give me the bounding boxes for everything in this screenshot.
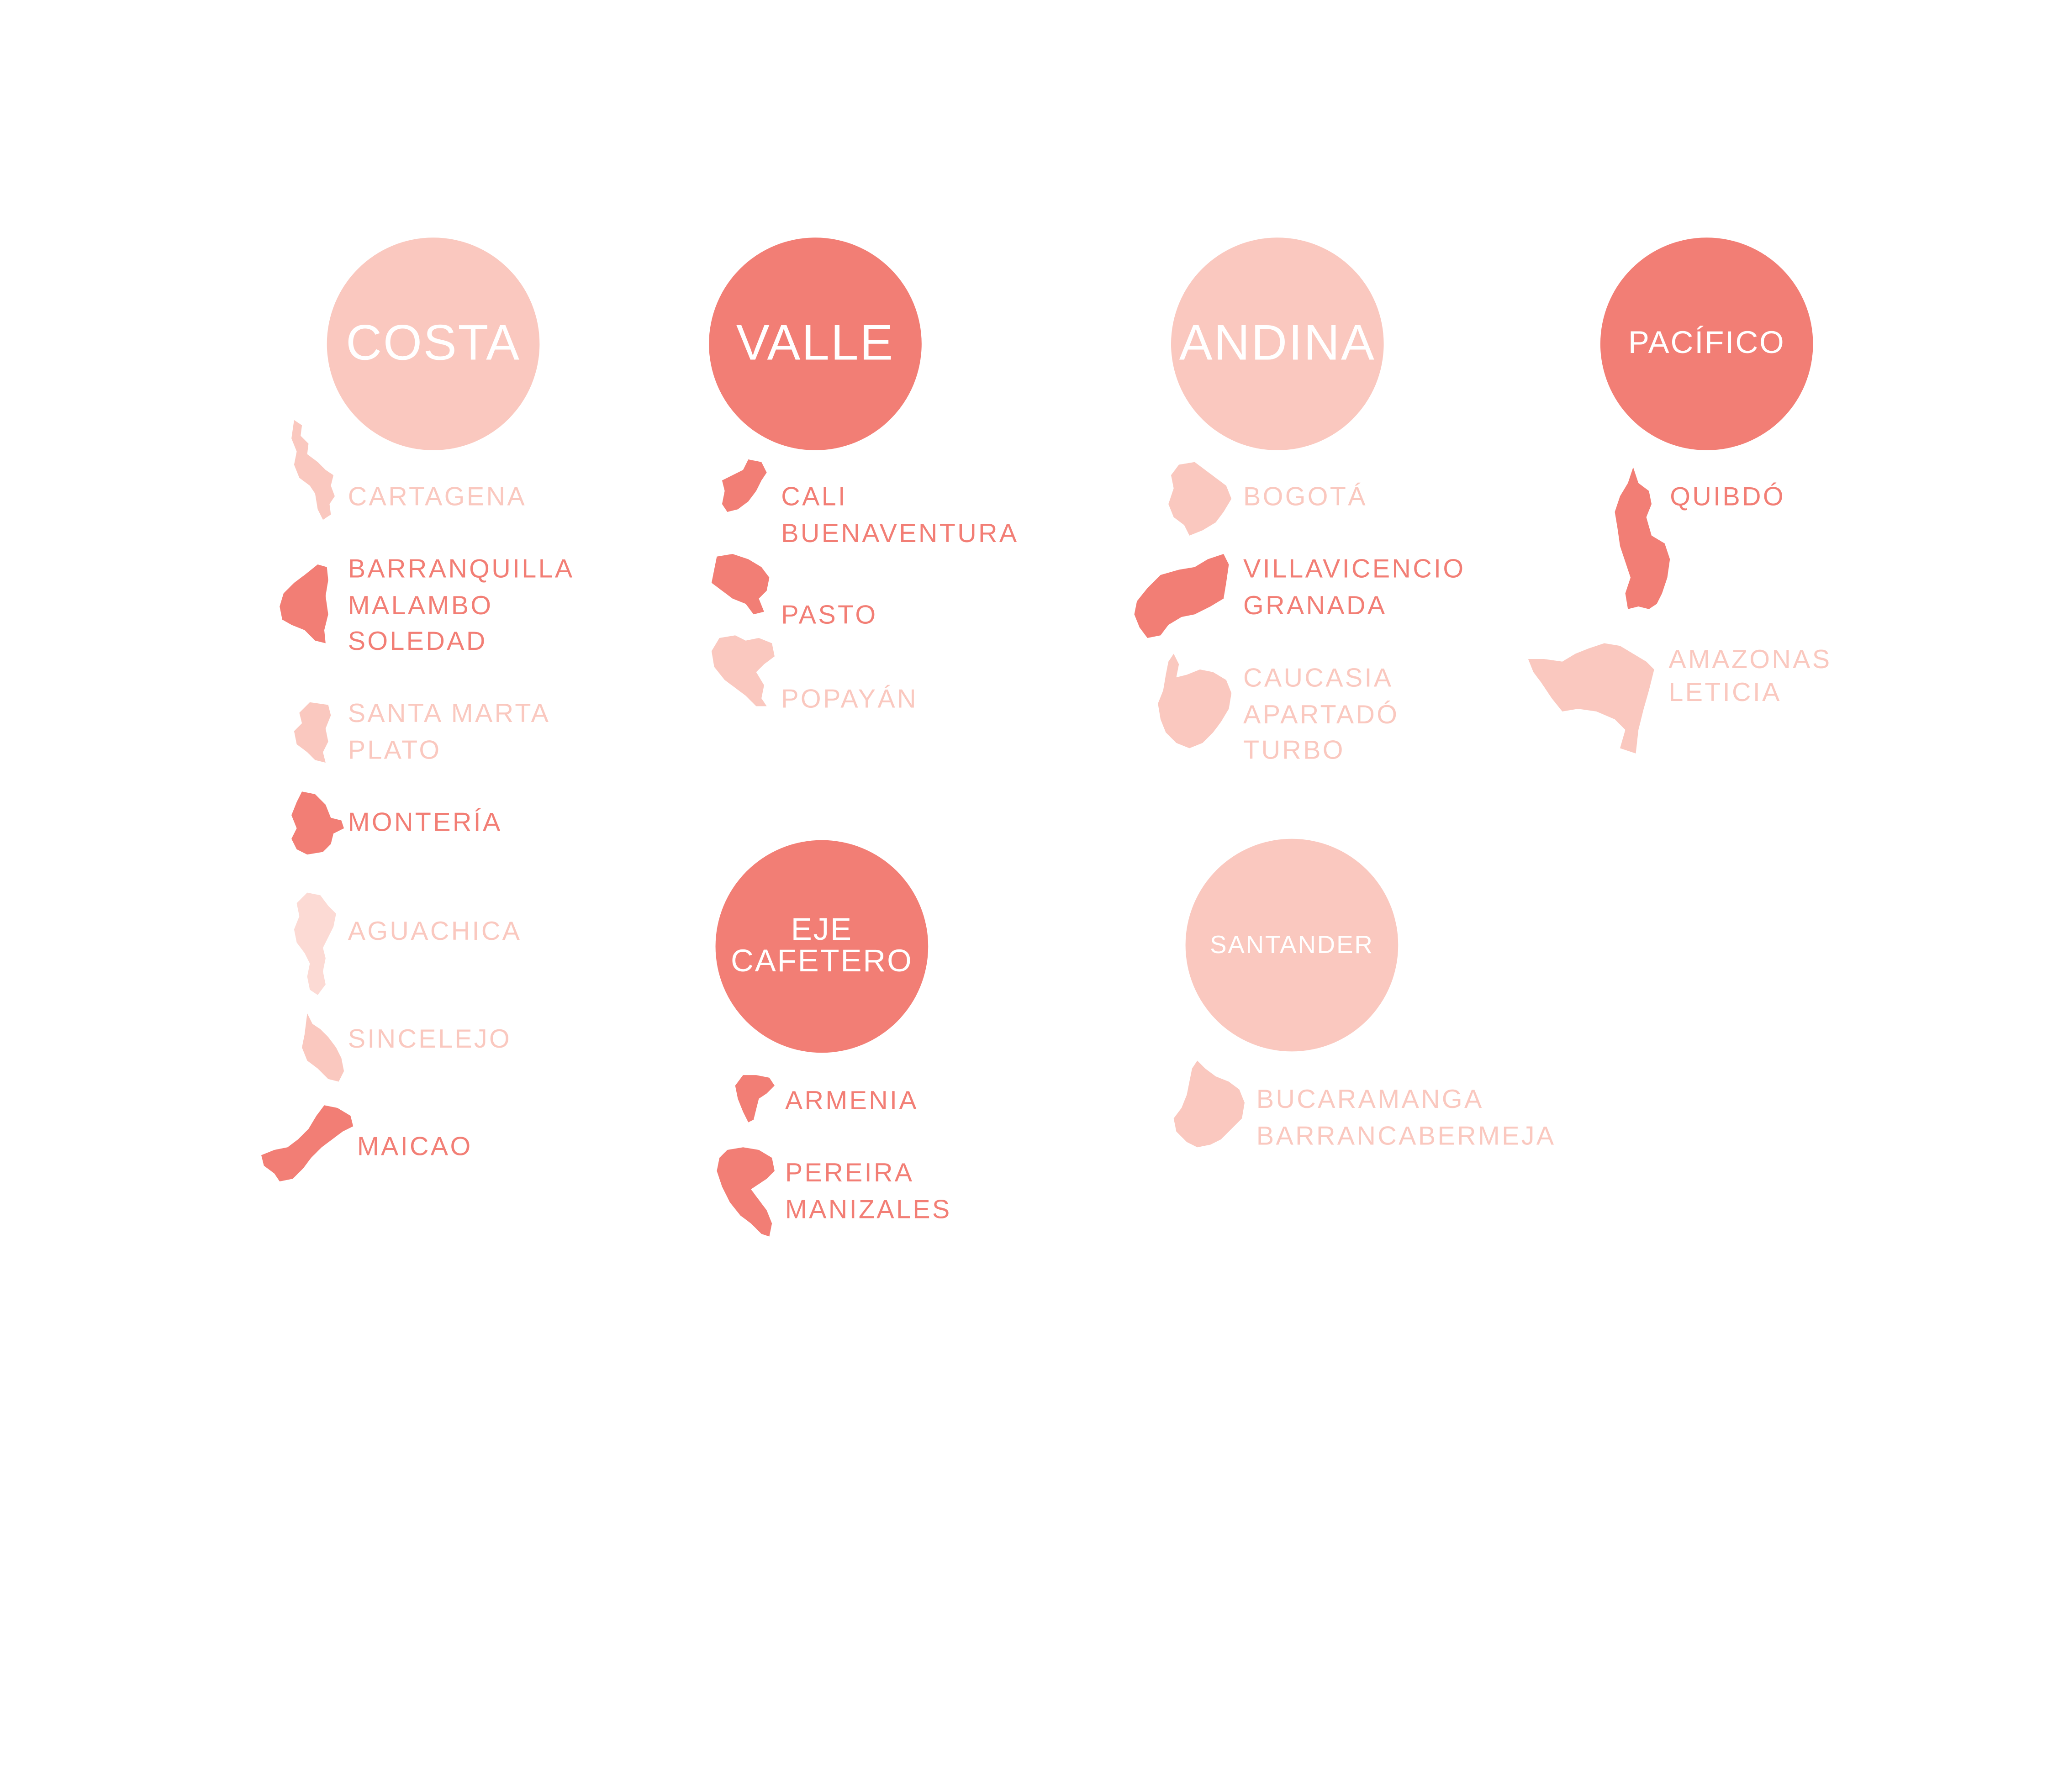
eje-city-group-1: ARMENIA: [785, 1084, 918, 1120]
city-label-granada: GRANADA: [1243, 591, 1387, 621]
city-label-armenia: ARMENIA: [785, 1087, 919, 1116]
city-label-soledad: SOLEDAD: [348, 627, 487, 657]
pasto-map-icon: [711, 553, 770, 615]
popayan-map-icon: [711, 635, 775, 706]
villavicencio-map-icon: [1134, 553, 1229, 638]
cartagena-map-icon: [291, 420, 335, 520]
pacifico-city-group-1: QUIBDÓ: [1670, 480, 1785, 517]
city-label-aguachica: AGUACHICA: [348, 917, 522, 947]
region-title-cafetero: CAFETERO: [731, 943, 913, 980]
costa-city-group-3: SANTA MARTA PLATO: [348, 697, 551, 769]
city-label-malambo: MALAMBO: [348, 591, 493, 621]
city-label-apartado: APARTADÓ: [1243, 700, 1399, 729]
city-label-amazonas: AMAZONAS: [1668, 646, 1832, 675]
city-label-manizales: MANIZALES: [785, 1195, 952, 1224]
amazonas-map-icon: [1528, 643, 1654, 754]
costa-city-group-2: BARRANQUILLA MALAMBO SOLEDAD: [348, 553, 575, 661]
region-title-costa: COSTA: [346, 316, 521, 372]
costa-city-group-5: AGUACHICA: [348, 915, 522, 951]
costa-city-group-7: MAICAO: [357, 1130, 473, 1166]
eje-city-group-2: PEREIRA MANIZALES: [785, 1156, 952, 1228]
bogota-map-icon: [1168, 462, 1232, 536]
city-label-santa-marta: SANTA MARTA: [348, 700, 551, 729]
aguachica-map-icon: [294, 892, 336, 995]
maicao-map-icon: [261, 1105, 354, 1181]
cali-map-icon: [722, 459, 767, 512]
region-title-valle: VALLE: [736, 316, 895, 372]
santa-marta-map-icon: [294, 702, 331, 763]
region-title-pacifico: PACÍFICO: [1628, 325, 1785, 361]
andina-city-group-2: VILLAVICENCIO GRANADA: [1243, 553, 1465, 625]
city-label-buenaventura: BUENAVENTURA: [781, 519, 1019, 548]
region-title-santander: SANTANDER: [1210, 931, 1374, 959]
city-label-leticia: LETICIA: [1668, 679, 1782, 708]
region-circle-pacifico: PACÍFICO: [1600, 237, 1813, 450]
pacifico-city-group-2: AMAZONAS LETICIA: [1668, 644, 1832, 710]
valle-city-group-3: POPAYÁN: [781, 683, 918, 719]
costa-city-group-6: SINCELEJO: [348, 1022, 512, 1059]
city-label-popayan: POPAYÁN: [781, 685, 918, 714]
city-label-quibdo: QUIBDÓ: [1670, 483, 1785, 512]
sincelejo-map-icon: [302, 1013, 344, 1082]
region-circle-andina: ANDINA: [1171, 237, 1384, 450]
caucasia-map-icon: [1158, 654, 1232, 748]
region-circle-santander: SANTANDER: [1185, 838, 1399, 1052]
armenia-map-icon: [735, 1075, 775, 1123]
region-circle-eje-cafetero: EJE CAFETERO: [715, 840, 929, 1053]
city-label-turbo: TURBO: [1243, 736, 1345, 765]
andina-city-group-1: BOGOTÁ: [1243, 480, 1367, 517]
bucaramanga-map-icon: [1173, 1060, 1245, 1148]
barranquilla-map-icon: [280, 564, 328, 643]
region-title-eje: EJE: [791, 912, 853, 948]
valle-city-group-1: CALI BUENAVENTURA: [781, 480, 1019, 553]
city-label-monteria: MONTERÍA: [348, 808, 502, 838]
costa-city-group-4: MONTERÍA: [348, 806, 502, 842]
costa-city-group-1: CARTAGENA: [348, 480, 527, 517]
pereira-map-icon: [717, 1147, 775, 1237]
region-title-andina: ANDINA: [1179, 316, 1376, 372]
city-label-sincelejo: SINCELEJO: [348, 1025, 512, 1054]
region-circle-valle: VALLE: [709, 237, 922, 450]
city-label-bogota: BOGOTÁ: [1243, 483, 1367, 512]
city-label-pasto: PASTO: [781, 601, 878, 630]
city-label-villavicencio: VILLAVICENCIO: [1243, 555, 1466, 585]
region-circle-costa: COSTA: [327, 237, 540, 450]
city-label-cali: CALI: [781, 483, 848, 512]
city-label-maicao: MAICAO: [357, 1133, 473, 1162]
quibdo-map-icon: [1615, 467, 1670, 609]
valle-city-group-2: PASTO: [781, 599, 877, 635]
city-label-cartagena: CARTAGENA: [348, 483, 527, 512]
city-label-barranquilla: BARRANQUILLA: [348, 555, 575, 585]
city-label-caucasia: CAUCASIA: [1243, 664, 1393, 693]
city-label-pereira: PEREIRA: [785, 1159, 914, 1188]
andina-city-group-3: CAUCASIA APARTADÓ TURBO: [1243, 662, 1399, 770]
city-label-bucaramanga: BUCARAMANGA: [1256, 1086, 1484, 1115]
santander-city-group-1: BUCARAMANGA BARRANCABERMEJA: [1256, 1083, 1556, 1155]
city-label-plato: PLATO: [348, 736, 442, 765]
city-label-barrancabermeja: BARRANCABERMEJA: [1256, 1122, 1556, 1151]
monteria-map-icon: [291, 791, 344, 855]
